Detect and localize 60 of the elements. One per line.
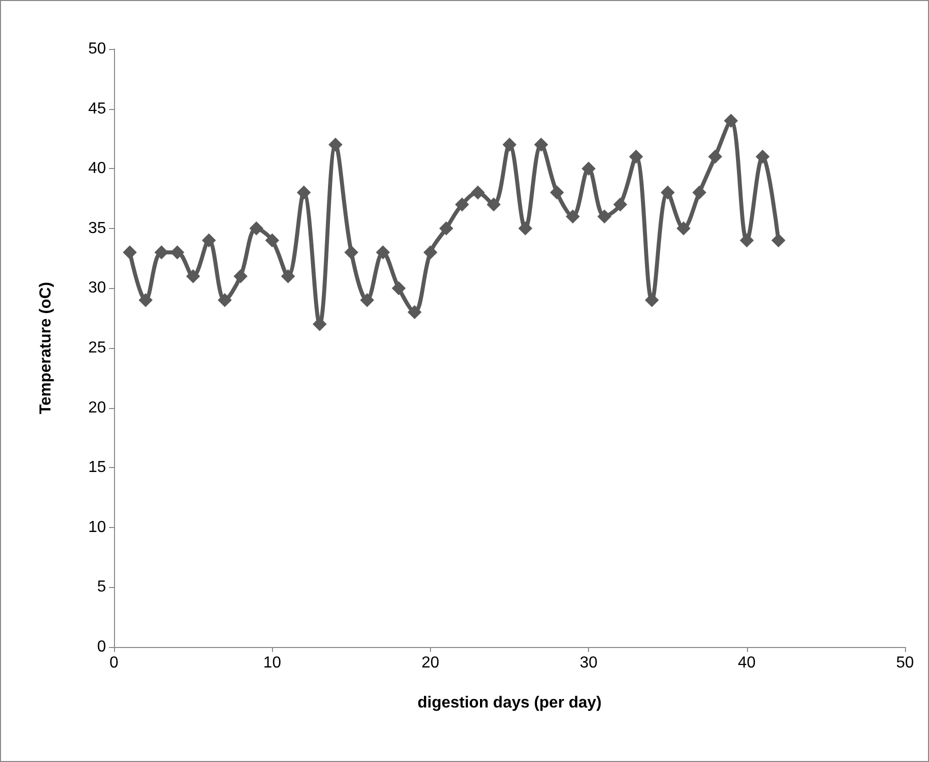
- y-tick-label: 20: [88, 399, 106, 416]
- y-tick-label: 35: [88, 220, 106, 237]
- y-axis-title: Temperature (oC): [38, 282, 54, 414]
- point: [439, 221, 454, 236]
- point: [582, 162, 596, 176]
- point: [296, 186, 311, 200]
- point: [566, 209, 580, 224]
- point: [122, 245, 137, 260]
- y-tick-label: 5: [97, 578, 106, 596]
- point: [170, 245, 184, 260]
- point: [486, 197, 501, 212]
- point: [550, 186, 564, 200]
- point: [470, 186, 485, 200]
- point: [234, 269, 248, 284]
- y-tick-label: 25: [88, 340, 106, 356]
- x-tick-label: 30: [580, 654, 598, 672]
- point: [186, 269, 200, 284]
- point: [328, 138, 342, 152]
- point: [265, 233, 280, 248]
- point: [249, 221, 264, 236]
- point: [644, 293, 659, 308]
- point: [344, 245, 358, 260]
- point: [629, 150, 644, 164]
- point: [218, 293, 232, 308]
- y-tick-label: 30: [88, 280, 106, 297]
- point: [740, 233, 754, 248]
- point: [724, 114, 738, 128]
- x-tick-label: 0: [110, 654, 119, 672]
- point: [518, 221, 532, 236]
- x-tick-label: 50: [896, 654, 914, 672]
- point: [138, 293, 153, 308]
- point: [202, 233, 216, 248]
- point: [771, 233, 786, 248]
- point: [692, 186, 706, 200]
- y-tick-label: 50: [88, 40, 106, 58]
- point: [676, 221, 691, 236]
- point: [392, 281, 406, 296]
- x-tick-label: 20: [422, 654, 440, 672]
- point: [534, 138, 548, 152]
- point: [708, 150, 722, 164]
- x-tick-label: 10: [263, 654, 282, 672]
- point: [281, 269, 296, 284]
- x-tick-label: 40: [738, 654, 756, 672]
- y-tick-label: 45: [88, 100, 106, 118]
- point: [502, 138, 516, 152]
- point: [360, 293, 374, 308]
- point: [154, 245, 168, 260]
- y-tick-label: 15: [88, 459, 106, 476]
- y-tick-label: 10: [88, 518, 106, 536]
- point: [756, 150, 770, 164]
- point: [423, 245, 438, 260]
- point: [660, 186, 675, 200]
- y-tick-label: 0: [97, 638, 106, 656]
- y-tick-label: 40: [88, 160, 106, 178]
- point: [408, 305, 422, 320]
- point: [376, 245, 390, 260]
- point: [597, 209, 612, 224]
- point: [455, 197, 470, 212]
- x-axis-title: digestion days (per day): [417, 694, 602, 712]
- point: [613, 197, 628, 212]
